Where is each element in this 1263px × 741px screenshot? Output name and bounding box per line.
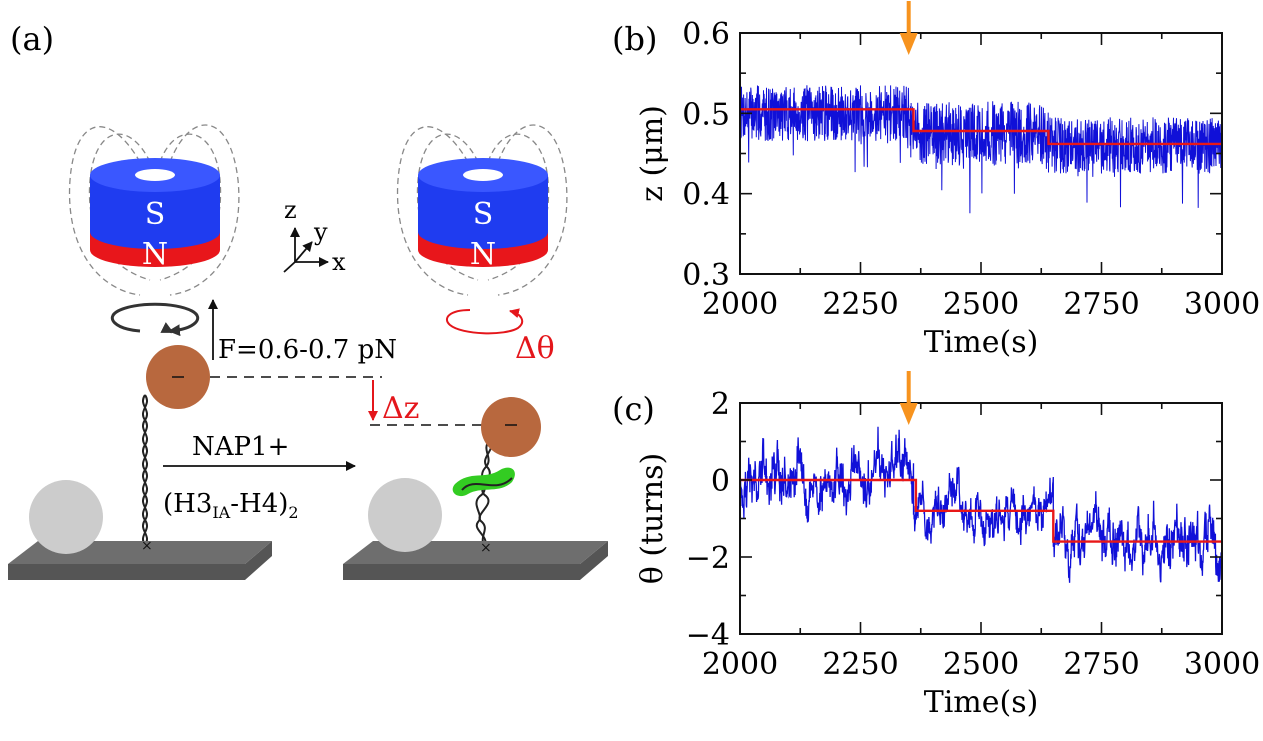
series-step-fit-c	[740, 478, 1222, 543]
event-arrow	[899, 371, 918, 425]
x-tick-label: 2500	[943, 287, 1019, 322]
x-axis-label: Time(s)	[924, 685, 1039, 720]
dna-wrap-right	[461, 477, 513, 491]
reaction-label-2: (H3IA-H4)2	[163, 489, 299, 522]
tether-anchor-left: ×	[141, 538, 153, 554]
surface-right	[343, 541, 608, 580]
magnetic-bead-right	[481, 397, 541, 457]
reaction-label-1: NAP1+	[192, 432, 289, 462]
rotation-indicator-left	[110, 302, 200, 337]
reference-bead-right	[368, 478, 442, 552]
series-trace-b	[739, 85, 1223, 214]
tether-anchor-right: ×	[480, 540, 492, 556]
magnet-right: S N	[418, 158, 548, 272]
x-tick-label: 3000	[1184, 287, 1260, 322]
series-step-fit-b	[740, 108, 1222, 146]
panel-c: (c) 2000 2250 2500 2750 3000 −4 −2 0 2 Time(s) θ (…	[612, 371, 1260, 720]
series-trace-c	[739, 426, 1223, 583]
x-axis-label: Time(s)	[924, 325, 1039, 360]
magnet-right-north-label: N	[470, 237, 496, 272]
panel-b-label: (b)	[612, 20, 657, 58]
dna-tether-right	[475, 439, 493, 549]
x-tick-label: 2250	[822, 287, 898, 322]
y-tick-label: 0.3	[682, 258, 730, 293]
reference-bead-left	[29, 480, 103, 554]
dz-label: Δz	[382, 391, 419, 426]
x-tick-label: 2750	[1063, 287, 1139, 322]
magnet-right-south-label: S	[473, 197, 494, 232]
dtheta-label: Δθ	[515, 331, 555, 366]
panel-a-label: (a)	[10, 20, 54, 58]
axis-y-label: y	[313, 218, 328, 246]
magnet-left-south-label: S	[145, 197, 166, 232]
force-label: F=0.6-0.7 pN	[218, 335, 397, 365]
y-tick-label: 0.5	[682, 97, 730, 132]
panel-c-label: (c)	[612, 390, 655, 428]
magnet-left-north-label: N	[142, 237, 168, 272]
x-tick-label: 2000	[702, 287, 778, 322]
x-tick-label: 3000	[1184, 647, 1260, 682]
coordinate-axes	[283, 227, 329, 273]
surface-left	[8, 541, 272, 580]
y-tick-label: 0	[711, 464, 730, 499]
magnet-left: S N	[90, 158, 220, 272]
histone-tetramer	[452, 467, 515, 497]
y-tick-label: 2	[711, 387, 730, 422]
panel-a: (a) S N z y	[8, 20, 608, 580]
x-tick-label: 2750	[1063, 647, 1139, 682]
y-tick-label: 0.4	[682, 178, 730, 213]
y-axis-label: θ (turns)	[635, 453, 670, 584]
y-tick-label: −4	[686, 618, 730, 653]
rotation-indicator-right	[445, 308, 524, 335]
y-tick-label: 0.6	[682, 17, 730, 52]
chart-c: 2000 2250 2500 2750 3000 −4 −2 0 2 Time(s) θ (turn…	[635, 371, 1260, 720]
event-arrow	[899, 1, 918, 55]
x-tick-label: 2250	[822, 647, 898, 682]
dna-tether-left	[142, 394, 148, 546]
y-tick-label: −2	[686, 541, 730, 576]
panel-b: (b) 2000 2250 2500 2750 3000 0.3 0.4 0.5 0.6 Time…	[612, 1, 1260, 360]
axis-x-label: x	[332, 248, 346, 276]
chart-b: 2000 2250 2500 2750 3000 0.3 0.4 0.5 0.6 Time(s) z…	[635, 1, 1260, 360]
x-tick-label: 2500	[943, 647, 1019, 682]
axis-z-label: z	[284, 196, 297, 224]
y-axis-label: z (μm)	[635, 105, 670, 202]
x-tick-label: 2000	[702, 647, 778, 682]
